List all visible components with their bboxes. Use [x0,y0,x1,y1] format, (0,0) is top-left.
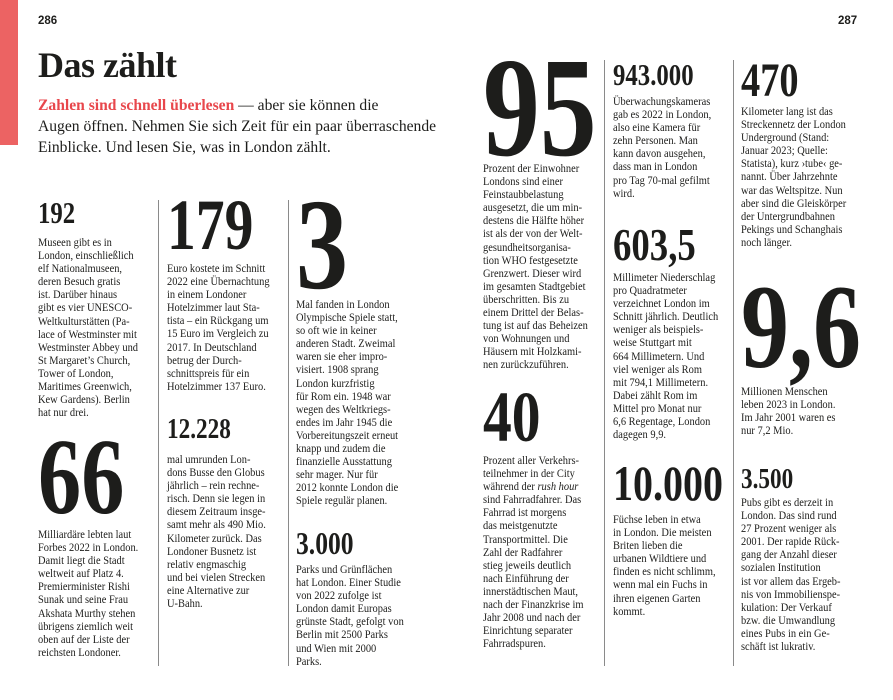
fact-number-12228: 12.228 [167,413,231,445]
intro-highlight: Zahlen sind schnell überlesen [38,97,235,114]
fact-number-66: 66 [38,418,125,537]
fact-text-66: Milliardäre lebten laut Forbes 2022 in L… [38,528,139,659]
fact-number-6035: 603,5 [613,219,696,270]
fact-text-40-part: Prozent aller Verkehrs- teilnehmer in de… [483,454,580,494]
fact-text-12228: mal umrunden Lon- dons Busse den Globus … [167,453,266,611]
fact-text-179: Euro kostete im Schnitt 2022 eine Überna… [167,262,270,393]
fact-text-40: Prozent aller Verkehrs- teilnehmer in de… [483,454,584,650]
fact-number-179: 179 [167,185,254,265]
fact-number-95: 95 [483,28,597,186]
column-divider [733,60,734,666]
column-divider [604,60,605,666]
fact-number-9-6: 9,6 [741,260,861,393]
fact-text-3: Mal fanden in London Olympische Spiele s… [296,298,399,508]
fact-number-192: 192 [38,195,76,230]
fact-text-95: Prozent der Einwohner Londons sind einer… [483,162,588,372]
fact-text-40-italic: rush hour [537,480,579,494]
fact-number-943000: 943.000 [613,57,694,92]
column-divider [158,200,159,666]
fact-number-3500: 3.500 [741,463,794,495]
fact-text-943000: Überwachungskameras gab es 2022 in Londo… [613,95,712,200]
fact-text-3000: Parks und Grünflächen hat London. Einer … [296,563,404,668]
fact-number-3000: 3.000 [296,525,354,561]
page-number-left: 286 [38,15,58,27]
fact-text-470: Kilometer lang ist das Streckennetz der … [741,105,847,249]
fact-text-10000: Füchse leben in etwa in London. Die meis… [613,513,716,618]
intro-paragraph: Zahlen sind schnell überlesen — aber sie… [38,95,458,158]
column-divider [288,200,289,666]
fact-number-40: 40 [483,377,541,457]
chapter-color-bar [0,0,18,145]
fact-number-10000: 10.000 [613,455,723,511]
fact-text-3500: Pubs gibt es derzeit in London. Das sind… [741,496,841,654]
fact-text-192: Museen gibt es in London, einschließlich… [38,236,139,420]
fact-text-9-6: Millionen Menschen leben 2023 in London.… [741,385,836,438]
page-number-right: 287 [838,15,858,27]
fact-text-6035: Millimeter Niederschlag pro Quadratmeter… [613,271,719,442]
intro-text: — aber sie können die Augen öffnen. Nehm… [38,97,437,156]
fact-number-470: 470 [741,54,799,107]
page-title: Das zählt [38,45,177,85]
fact-number-3: 3 [296,173,348,317]
fact-text-40-part: sind Fahrradfahrer. Das Fahrrad ist morg… [483,493,584,651]
